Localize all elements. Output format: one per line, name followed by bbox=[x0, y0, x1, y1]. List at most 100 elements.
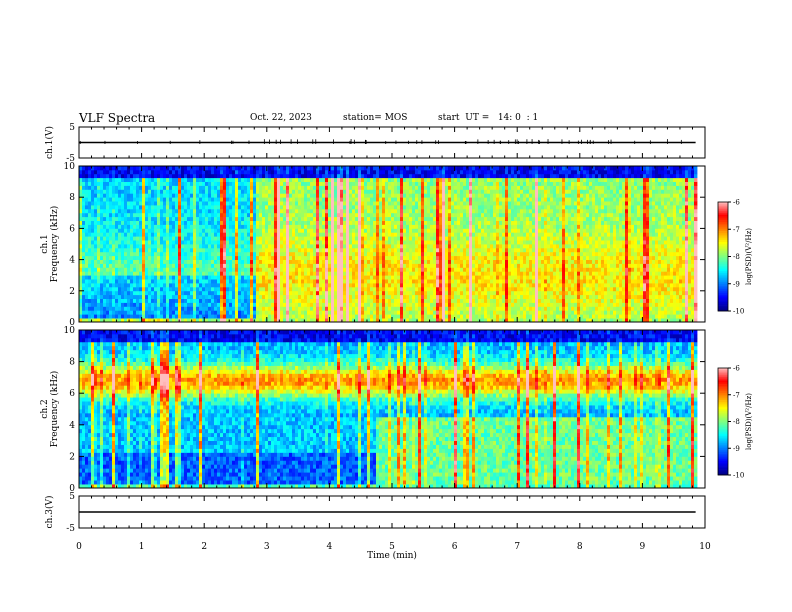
ch1-spec-cell bbox=[259, 232, 263, 237]
ch1-spec-cell bbox=[112, 318, 116, 323]
ch1-spec-cell bbox=[283, 193, 287, 198]
ch1-spec-cell bbox=[127, 169, 131, 175]
ch1-spec-cell bbox=[187, 181, 191, 186]
ch1-spec-cell bbox=[250, 279, 254, 284]
ch1-spec-cell bbox=[112, 302, 116, 307]
ch1-spec-cell bbox=[412, 302, 416, 307]
ch1-spec-cell bbox=[304, 271, 308, 276]
ch1-spec-cell bbox=[418, 173, 422, 179]
ch1-spec-cell bbox=[322, 259, 326, 264]
ch1-spec-cell bbox=[328, 255, 332, 260]
ch1-spec-cell bbox=[157, 310, 161, 315]
ch1-spec-cell bbox=[313, 255, 317, 260]
ch1-spec-cell bbox=[343, 310, 347, 315]
ch1-spec-cell bbox=[118, 166, 122, 171]
ch1-spec-cell bbox=[226, 318, 230, 323]
ch1-spec-cell bbox=[334, 169, 338, 175]
ch1-spec-cell bbox=[109, 298, 113, 303]
ch1-spec-cell bbox=[373, 181, 377, 186]
ch1-spec-cell bbox=[250, 240, 254, 245]
ch1-spec-cell bbox=[328, 259, 332, 264]
ch1-spec-cell bbox=[379, 271, 383, 276]
ch1-spec-cell bbox=[301, 224, 305, 229]
ch1-spec-cell bbox=[100, 232, 104, 237]
ch1-spec-cell bbox=[412, 236, 416, 241]
ch1-spec-cell bbox=[262, 205, 266, 210]
ch1-spec-cell bbox=[145, 232, 149, 237]
ch1-spec-cell bbox=[391, 294, 395, 299]
ch1-spec-cell bbox=[136, 302, 140, 307]
ch1-spec-cell bbox=[430, 201, 434, 206]
ch1-spec-cell bbox=[145, 224, 149, 229]
ch1-spec-cell bbox=[163, 247, 167, 253]
ch1-spec-cell bbox=[409, 169, 413, 175]
ch1-spec-cell bbox=[397, 306, 401, 311]
ch1-spec-cell bbox=[199, 193, 203, 198]
ch1-spec-cell bbox=[370, 228, 374, 233]
ch1-spec-cell bbox=[139, 224, 143, 229]
ch1-spec-cell bbox=[262, 197, 266, 202]
ch1-spec-cell bbox=[136, 169, 140, 175]
ch1-spec-cell bbox=[229, 283, 233, 288]
ch1-spec-cell bbox=[187, 228, 191, 233]
ch1-spec-cell bbox=[274, 267, 278, 272]
ch1-spec-cell bbox=[412, 306, 416, 311]
ch1-spec-cell bbox=[310, 185, 314, 190]
ch1-spec-cell bbox=[412, 279, 416, 284]
ch1-spec-cell bbox=[265, 251, 269, 257]
ch1-spec-cell bbox=[292, 197, 296, 202]
ch1-spec-cell bbox=[151, 279, 155, 284]
ch1-spec-cell bbox=[115, 279, 119, 284]
ch1-spec-cell bbox=[175, 279, 179, 284]
ch1-spec-cell bbox=[361, 166, 365, 171]
ch1-spec-cell bbox=[271, 302, 275, 307]
ch1-spec-cell bbox=[214, 314, 218, 319]
ch1-spec-cell bbox=[307, 259, 311, 264]
ch1-spec-cell bbox=[313, 220, 317, 225]
ch1-spec-cell bbox=[187, 286, 191, 292]
ch1-spec-cell bbox=[187, 306, 191, 311]
ch1-spec-cell bbox=[382, 275, 386, 280]
ch1-spec-cell bbox=[154, 255, 158, 260]
ch1-spec-cell bbox=[109, 193, 113, 198]
ch1-spec-cell bbox=[193, 310, 197, 315]
ch1-spec-cell bbox=[304, 220, 308, 225]
ch1-spec-cell bbox=[136, 232, 140, 237]
ch1-spec-cell bbox=[394, 283, 398, 288]
ch1-spec-cell bbox=[313, 306, 317, 311]
ch1-spec-cell bbox=[256, 306, 260, 311]
ch1-spec-cell bbox=[145, 259, 149, 264]
ch1-spec-cell bbox=[199, 216, 203, 221]
ch1-spec-cell bbox=[397, 318, 401, 323]
ch1-spec-cell bbox=[268, 228, 272, 233]
date-label: Oct. 22, 2023 bbox=[250, 113, 312, 123]
ch1-spec-cell bbox=[274, 166, 278, 171]
ch1-spec-cell bbox=[430, 298, 434, 303]
ch1-spec-cell bbox=[178, 166, 182, 171]
ch1-spec-cell bbox=[391, 314, 395, 319]
ch1-spec-cell bbox=[244, 197, 248, 202]
ch1-spec-cell bbox=[85, 205, 89, 210]
ch1-spec-cell bbox=[115, 228, 119, 233]
ch1-spec-cell bbox=[187, 185, 191, 190]
ch1-spec-cell bbox=[118, 298, 122, 303]
ch1-spec-cell bbox=[406, 271, 410, 276]
ch1-spec-cell bbox=[223, 314, 227, 319]
ch1-spec-cell bbox=[262, 259, 266, 264]
ch1-spec-cell bbox=[310, 275, 314, 280]
ch1-spec-cell bbox=[292, 224, 296, 229]
ch1-spec-cell bbox=[421, 208, 425, 214]
ch1-spec-cell bbox=[385, 244, 389, 249]
ch1-spec-cell bbox=[208, 216, 212, 221]
ch1-spec-cell bbox=[271, 197, 275, 202]
ch1-spec-cell bbox=[286, 240, 290, 245]
ch1-spec-cell bbox=[367, 220, 371, 225]
ch1-spec-cell bbox=[352, 197, 356, 202]
ch1-spec-cell bbox=[130, 201, 134, 206]
ch1-spec-cell bbox=[94, 251, 98, 257]
ch1-spec-cell bbox=[382, 267, 386, 272]
ch1-spec-cell bbox=[412, 189, 416, 194]
ch1-spec-cell bbox=[214, 189, 218, 194]
ch1-spec-cell bbox=[391, 240, 395, 245]
ch1-spec-cell bbox=[400, 181, 404, 186]
